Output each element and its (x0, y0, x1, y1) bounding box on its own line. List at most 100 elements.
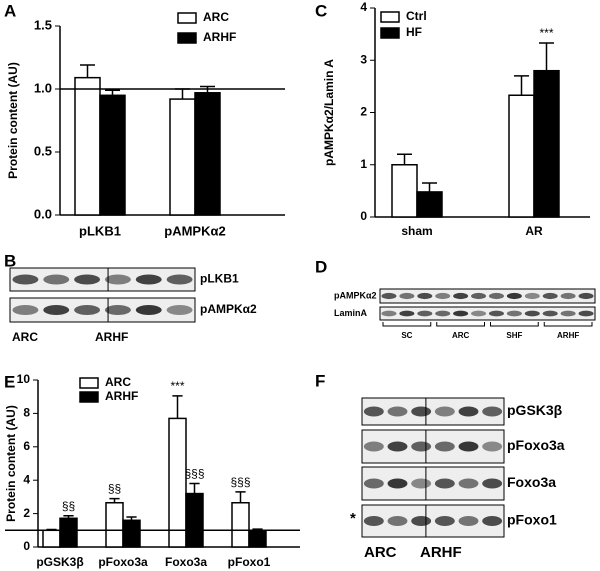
bar (194, 92, 221, 216)
blot-frame (361, 429, 505, 464)
blot-band (43, 305, 70, 315)
blot-band (399, 292, 415, 300)
y-tick-label: 2 (23, 506, 30, 520)
blot-band (488, 292, 504, 300)
blot-frame (9, 297, 196, 323)
error-bar (63, 515, 74, 519)
blot-band (135, 274, 162, 285)
blot-band (578, 310, 594, 317)
blot-frame (361, 504, 505, 538)
error-bar (189, 482, 200, 494)
legend-label: ARHF (105, 389, 138, 403)
legend-label: ARC (203, 10, 229, 24)
row-label: pAMPKα2 (200, 302, 257, 316)
bar (533, 69, 560, 218)
blot-frame (379, 306, 596, 321)
bar (391, 164, 418, 218)
bar (122, 519, 141, 548)
blot-band (458, 478, 479, 489)
legend-label: ARC (105, 375, 131, 389)
bar (42, 529, 61, 548)
y-axis-label: pAMPKα2/Lamin A (322, 59, 336, 166)
significance-label: §§ (62, 499, 75, 513)
blot-band (506, 292, 522, 300)
blot-band (363, 406, 384, 417)
blot-band (482, 478, 503, 489)
blot-frame (361, 397, 505, 426)
x-tick-label: pAMPKα2 (164, 223, 225, 238)
group-label: ARHF (95, 330, 128, 344)
y-tick-label: 0.5 (34, 143, 52, 158)
blot-band (524, 292, 540, 300)
y-tick-label: 10 (17, 372, 31, 386)
blot-band (104, 274, 131, 285)
bar (185, 492, 204, 548)
blot-band (471, 310, 487, 317)
row-label: pFoxo3a (507, 437, 565, 453)
bar (169, 98, 196, 216)
blot-band (12, 274, 39, 285)
y-tick-label: 1.0 (34, 80, 52, 95)
y-tick-label: 0 (23, 539, 30, 553)
error-bar (80, 64, 95, 78)
row-label: Foxo3a (507, 474, 556, 490)
blot-band (482, 441, 503, 452)
blot-band (417, 292, 433, 300)
blot-band (363, 478, 384, 489)
error-bar (422, 182, 437, 192)
blot-band (399, 310, 415, 317)
panel-label: B (4, 251, 16, 270)
blot-band (471, 292, 487, 300)
blot-band (74, 274, 101, 285)
blot-band (363, 516, 384, 526)
error-bar (126, 516, 137, 521)
bar (105, 501, 124, 548)
significance-label: *** (539, 26, 553, 40)
blot-band (363, 441, 384, 452)
blot-band (542, 292, 558, 300)
significance-label: *** (170, 379, 184, 393)
blot-band (560, 310, 576, 317)
blot-band (434, 516, 455, 526)
legend-swatch (177, 32, 197, 44)
group-label: ARHF (420, 544, 462, 561)
blot-band (12, 305, 39, 315)
blot-band (381, 310, 397, 317)
blot-band (524, 310, 540, 317)
x-tick-label: pGSK3β (36, 555, 83, 569)
panel-label: D (315, 257, 327, 276)
blot-band (387, 441, 408, 452)
y-tick-label: 0 (360, 209, 367, 223)
group-bracket (436, 322, 485, 327)
blot-band (434, 478, 455, 489)
legend-swatch (380, 27, 400, 39)
bar (168, 417, 187, 548)
y-tick-label: 4 (360, 0, 367, 14)
significance-label: §§§ (184, 467, 204, 481)
bar (59, 517, 78, 548)
y-tick-label: 0.0 (34, 206, 52, 221)
error-bar (172, 395, 183, 419)
bar (248, 529, 267, 548)
blot-band (506, 310, 522, 317)
blot-band (411, 516, 432, 526)
blot-band (434, 441, 455, 452)
y-tick-label: 4 (23, 472, 30, 486)
row-label: LaminA (334, 308, 368, 318)
blot-frame (379, 288, 596, 304)
blot-band (482, 516, 503, 526)
significance-label: §§§ (230, 475, 250, 489)
blot-band (43, 274, 70, 285)
bar (416, 191, 443, 218)
x-tick-label: pFoxo1 (228, 555, 271, 569)
group-label: ARC (452, 331, 470, 340)
x-tick-label: sham (401, 224, 432, 238)
blot-band (435, 310, 451, 317)
blot-band (166, 305, 193, 315)
y-tick-label: 3 (360, 52, 367, 66)
blot-band (417, 310, 433, 317)
blot-frame (361, 466, 505, 501)
panel-label: E (4, 372, 15, 391)
error-bar (235, 491, 246, 503)
